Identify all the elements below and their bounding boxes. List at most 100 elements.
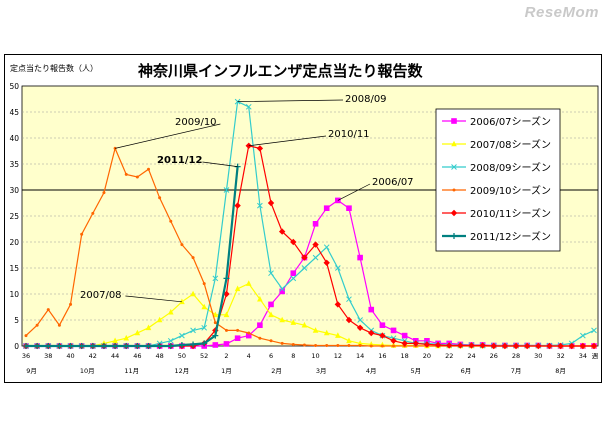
- callout-label: 2011/12: [157, 155, 202, 166]
- data-point: [390, 337, 397, 344]
- data-point: [451, 140, 457, 147]
- data-point: [579, 342, 587, 350]
- x-tick-label: 44: [111, 352, 119, 360]
- data-point: [247, 331, 251, 335]
- data-point: [392, 344, 396, 348]
- callout-label: 2010/11: [328, 129, 370, 140]
- y-tick-label: 45: [9, 108, 19, 117]
- data-point: [56, 343, 63, 349]
- data-point: [451, 233, 457, 239]
- month-label: 1月: [221, 367, 232, 375]
- data-point: [347, 343, 351, 347]
- x-tick-label: 10: [311, 352, 319, 360]
- data-point: [446, 342, 453, 349]
- data-point: [223, 187, 230, 193]
- data-point: [368, 306, 375, 313]
- data-point: [223, 275, 230, 282]
- data-point: [423, 341, 431, 348]
- callout-leader: [115, 123, 221, 149]
- data-point: [380, 344, 384, 348]
- data-point: [335, 197, 341, 204]
- data-point: [369, 344, 373, 348]
- data-point: [190, 327, 196, 334]
- data-point: [257, 322, 263, 328]
- data-point: [401, 340, 408, 347]
- data-point: [258, 336, 262, 340]
- x-tick-label: 12: [334, 352, 342, 360]
- data-point: [100, 343, 107, 349]
- data-point: [312, 254, 319, 261]
- data-point: [134, 343, 141, 349]
- x-unit-label: 週: [592, 351, 599, 360]
- data-point: [123, 334, 130, 341]
- data-point: [234, 202, 241, 209]
- x-tick-label: 50: [178, 352, 186, 360]
- data-point: [379, 322, 386, 328]
- legend-label: 2010/11シーズン: [470, 207, 551, 220]
- data-point: [190, 290, 196, 297]
- data-point: [69, 302, 73, 306]
- data-point: [434, 341, 442, 349]
- y-tick-label: 20: [9, 238, 19, 247]
- data-point: [102, 191, 106, 195]
- data-point: [457, 342, 464, 349]
- data-point: [202, 282, 206, 286]
- data-point: [167, 308, 174, 315]
- data-point: [535, 342, 542, 350]
- data-point: [201, 303, 207, 310]
- y-tick-label: 50: [9, 82, 19, 91]
- data-point: [336, 343, 340, 347]
- data-point: [452, 188, 456, 192]
- data-point: [368, 329, 375, 337]
- month-label: 9月: [26, 367, 37, 375]
- data-point: [301, 265, 308, 271]
- data-point: [290, 238, 297, 246]
- data-point: [451, 164, 457, 170]
- data-point: [314, 343, 318, 347]
- data-point: [158, 196, 162, 200]
- x-tick-label: 38: [44, 352, 52, 360]
- data-point: [357, 317, 363, 323]
- data-point: [345, 316, 353, 324]
- data-point: [590, 342, 598, 350]
- legend-label: 2009/10シーズン: [470, 184, 551, 197]
- data-point: [24, 334, 28, 338]
- data-point: [301, 321, 308, 328]
- data-point: [357, 254, 363, 261]
- x-tick-label: 42: [89, 352, 97, 360]
- x-tick-label: 14: [356, 352, 364, 360]
- data-point: [268, 301, 274, 308]
- data-point: [323, 205, 330, 211]
- data-point: [91, 211, 95, 215]
- data-point: [67, 343, 74, 349]
- data-point: [568, 342, 575, 350]
- data-point: [236, 328, 240, 332]
- data-point: [279, 285, 286, 292]
- data-point: [278, 228, 286, 235]
- x-tick-label: 20: [423, 352, 431, 360]
- x-tick-label: 18: [401, 352, 409, 360]
- data-point: [212, 332, 219, 339]
- x-tick-label: 36: [22, 352, 30, 360]
- data-point: [269, 339, 273, 343]
- data-point: [223, 341, 230, 347]
- data-point: [147, 167, 151, 171]
- data-point: [78, 343, 85, 349]
- data-point: [335, 332, 341, 338]
- x-tick-label: 46: [133, 352, 141, 360]
- data-point: [279, 316, 285, 323]
- x-tick-label: 4: [247, 352, 251, 360]
- data-point: [257, 202, 263, 209]
- data-point: [223, 311, 230, 318]
- month-label: 11月: [124, 367, 139, 375]
- data-point: [468, 342, 475, 349]
- data-point: [490, 342, 497, 350]
- month-label: 6月: [461, 367, 472, 375]
- data-point: [401, 332, 408, 339]
- data-point: [323, 244, 330, 251]
- data-point: [451, 118, 457, 124]
- data-point: [179, 298, 185, 305]
- data-point: [256, 145, 264, 152]
- data-point: [80, 232, 84, 236]
